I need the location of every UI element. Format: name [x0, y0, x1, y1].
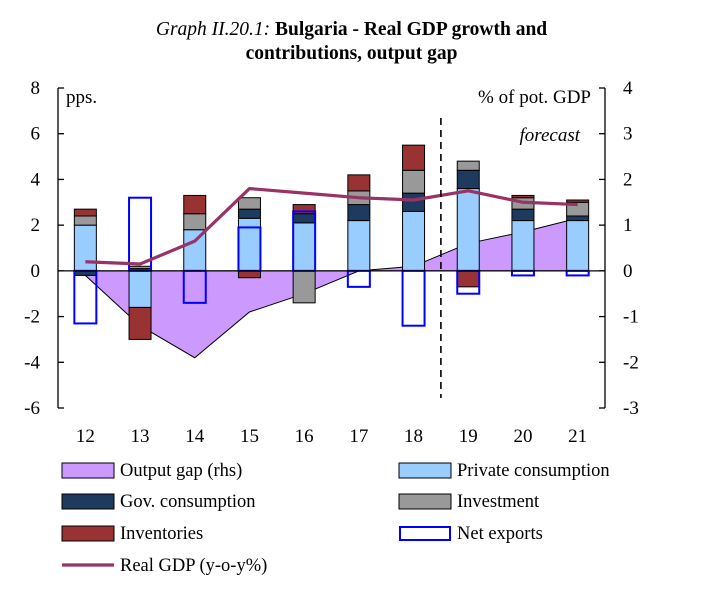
- y-right-tick-label: 0: [623, 261, 633, 282]
- y-right-tick-label: -2: [623, 352, 639, 373]
- legend-label-investment: Investment: [457, 492, 540, 512]
- bar-inventories-17: [347, 174, 371, 192]
- bar-gov-consumption-19: [456, 169, 480, 190]
- legend-label-gov-consumption: Gov. consumption: [120, 492, 256, 512]
- y-left-tick-label: -6: [24, 398, 40, 419]
- y-left-tick-label: 2: [31, 215, 41, 236]
- x-tick-label: 16: [295, 426, 314, 447]
- y-right-tick-label: 2: [623, 169, 633, 190]
- bar-gov-consumption-16: [292, 213, 316, 224]
- bar-investment-16: [292, 270, 316, 304]
- bar-investment-15: [237, 197, 261, 210]
- bar-inventories-12: [73, 208, 97, 217]
- bar-gov-consumption-21: [566, 215, 590, 222]
- legend-label-output-gap-rhs: Output gap (rhs): [120, 461, 242, 481]
- real-gdp-line: [85, 186, 578, 266]
- bar-investment-19: [456, 160, 480, 171]
- bar-private-consumption-19: [456, 188, 480, 272]
- bar-inventories-14: [183, 194, 207, 215]
- bar-investment-12: [73, 215, 97, 226]
- y-left-tick-label: -2: [24, 307, 40, 328]
- bar-inventories-21: [566, 199, 590, 203]
- y-right-unit-label: % of pot. GDP: [478, 87, 591, 108]
- bar-private-consumption-21: [566, 220, 590, 272]
- legend-swatch-inventories: [61, 525, 115, 542]
- bar-gov-consumption-17: [347, 204, 371, 222]
- y-left-tick-label: 0: [31, 261, 41, 282]
- bar-private-consumption-12: [73, 224, 97, 272]
- bar-inventories-19: [456, 270, 480, 288]
- legend-label-net-exports: Net exports: [457, 524, 543, 544]
- bar-inventories-18: [402, 144, 426, 171]
- bar-gov-consumption-20: [511, 208, 535, 222]
- y-left-tick-label: 8: [31, 78, 41, 99]
- bar-net-exports-18: [401, 269, 426, 327]
- bar-private-consumption-15: [237, 217, 261, 272]
- x-tick-label: 21: [568, 426, 587, 447]
- y-right-tick-label: 1: [623, 215, 633, 236]
- bar-private-consumption-13: [128, 270, 152, 308]
- forecast-label: forecast: [519, 125, 580, 146]
- legend-swatch-output-gap-rhs: [61, 462, 115, 479]
- chart-title-line1: Bulgaria - Real GDP growth and: [275, 19, 548, 40]
- legend-swatch-private-consumption: [398, 462, 452, 479]
- legend-label-inventories: Inventories: [120, 524, 203, 544]
- y-left-tick-label: 4: [31, 169, 41, 190]
- x-tick-label: 20: [513, 426, 532, 447]
- bar-inventories-15: [237, 270, 261, 279]
- bar-inventories-13: [128, 306, 152, 340]
- x-tick-label: 15: [240, 426, 259, 447]
- y-left-tick-label: 6: [31, 124, 41, 145]
- chart-title: Graph II.20.1: Bulgaria - Real GDP growt…: [0, 18, 703, 66]
- x-tick-label: 12: [76, 426, 95, 447]
- y-left-tick-label: -4: [24, 352, 40, 373]
- x-tick-label: 17: [349, 426, 368, 447]
- bar-gov-consumption-15: [237, 208, 261, 219]
- bar-investment-13: [128, 265, 152, 270]
- y-right-tick-label: 4: [623, 78, 633, 99]
- bar-investment-14: [183, 213, 207, 231]
- bar-gov-consumption-18: [402, 192, 426, 212]
- bar-net-exports-20: [510, 269, 535, 277]
- chart-title-line2: contributions, output gap: [245, 43, 458, 64]
- legend-label-private-consumption: Private consumption: [457, 461, 610, 481]
- output-gap-area: [84, 217, 579, 359]
- x-tick-label: 13: [131, 426, 150, 447]
- bar-private-consumption-16: [292, 222, 316, 272]
- y-right-tick-label: 3: [623, 124, 633, 145]
- y-right-tick-label: -3: [623, 398, 639, 419]
- legend-swatch-investment: [398, 493, 452, 510]
- legend-swatch-net-exports: [399, 526, 451, 541]
- legend-swatch-gov-consumption: [61, 493, 115, 510]
- y-right-tick-label: -1: [623, 307, 639, 328]
- y-left-unit-label: pps.: [66, 87, 97, 108]
- chart-title-prefix: Graph II.20.1:: [155, 19, 271, 40]
- bar-net-exports-21: [565, 269, 590, 277]
- x-tick-label: 14: [185, 426, 205, 447]
- bar-inventories-16: [292, 204, 316, 215]
- x-tick-label: 19: [459, 426, 478, 447]
- bar-investment-18: [402, 169, 426, 194]
- x-tick-label: 18: [404, 426, 423, 447]
- bar-private-consumption-17: [347, 220, 371, 272]
- bar-private-consumption-18: [402, 210, 426, 272]
- legend-label-real-gdp-y-o-y: Real GDP (y-o-y%): [120, 556, 267, 576]
- bar-inventories-20: [511, 194, 535, 199]
- bar-private-consumption-20: [511, 220, 535, 272]
